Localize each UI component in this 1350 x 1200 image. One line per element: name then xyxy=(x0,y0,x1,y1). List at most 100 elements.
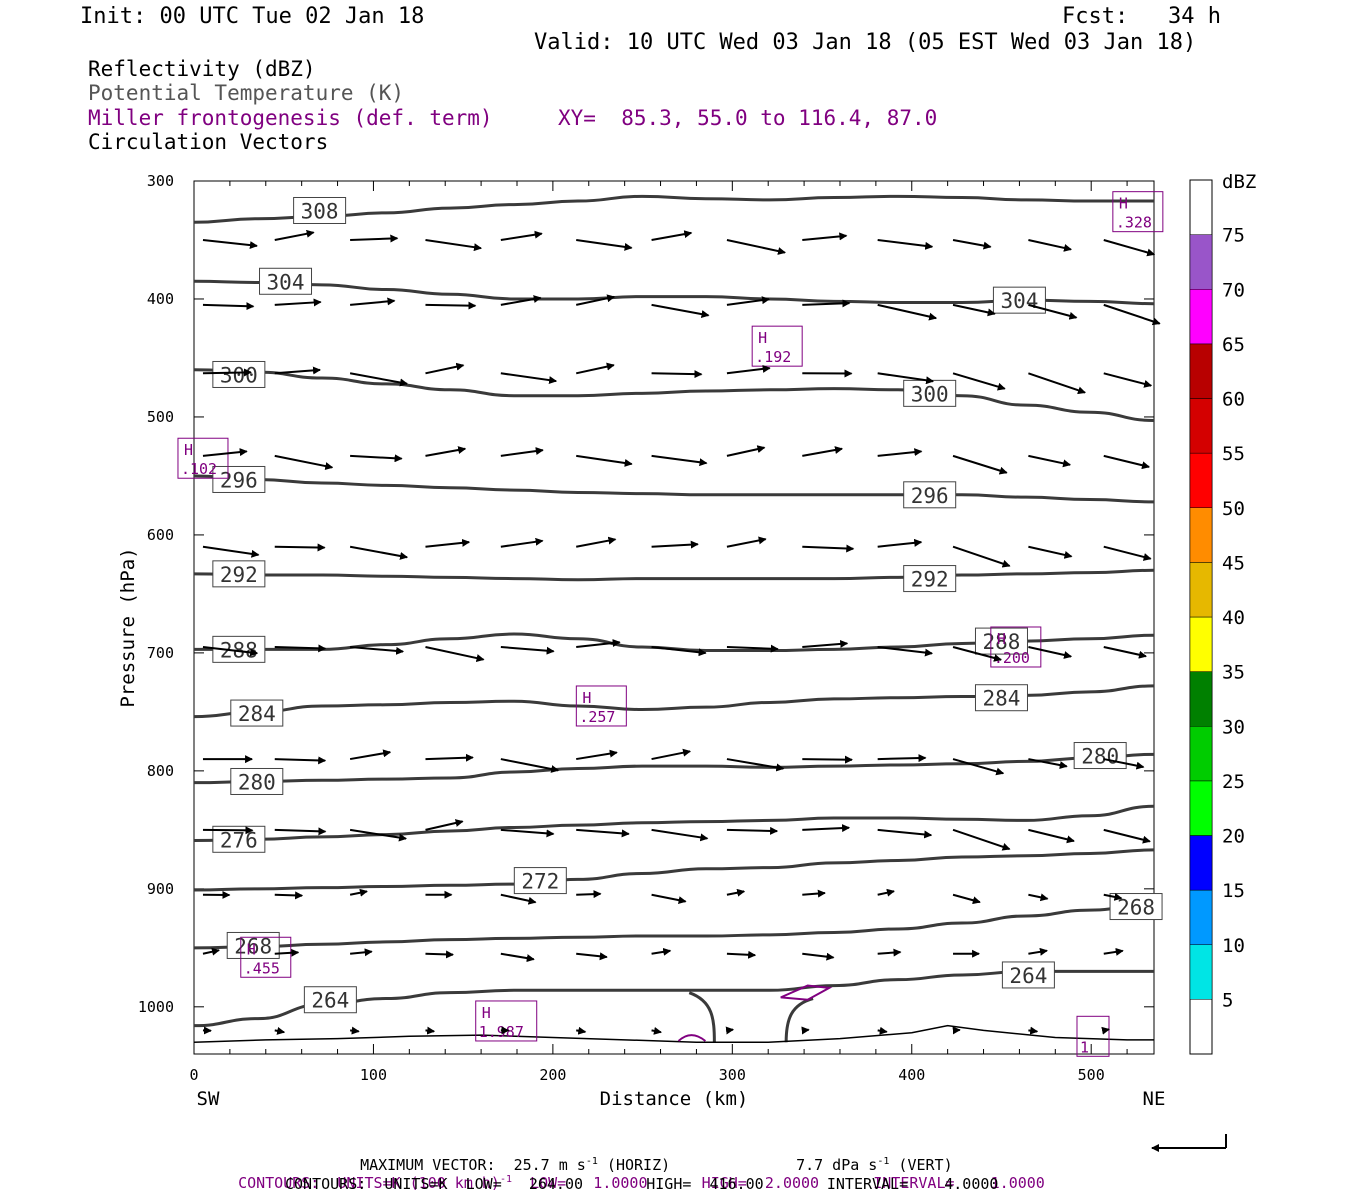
circulation-vector xyxy=(802,544,855,553)
circulation-vector xyxy=(1103,947,1124,956)
circulation-vector xyxy=(274,948,300,957)
circulation-vector xyxy=(500,758,560,773)
circulation-vector xyxy=(425,950,455,959)
circulation-vector xyxy=(425,362,465,375)
circulation-vector xyxy=(1028,303,1078,320)
fronto-max-box xyxy=(575,685,627,727)
fronto-max-marker: H xyxy=(482,1004,491,1022)
circulation-vector xyxy=(202,947,220,956)
circulation-vector xyxy=(500,372,558,385)
circulation-vector xyxy=(350,454,403,463)
circulation-vector xyxy=(575,294,616,306)
circulation-vector xyxy=(726,445,766,457)
theta-contour-label: 308 xyxy=(301,199,339,223)
y-tick-label: 800 xyxy=(147,762,174,780)
circulation-vector xyxy=(274,756,327,765)
theta-contour-label-box xyxy=(212,560,266,588)
theta-contour-label-box xyxy=(974,627,1028,655)
circulation-vector xyxy=(651,893,687,905)
theta-contour-label-box xyxy=(303,986,357,1014)
circulation-vector xyxy=(726,826,779,835)
colorbar-label: 55 xyxy=(1222,443,1245,465)
colorbar-bin xyxy=(1189,889,1213,945)
circulation-vector xyxy=(1028,947,1048,956)
colorbar-label: 5 xyxy=(1222,989,1233,1011)
fronto-max-box xyxy=(240,936,292,978)
circulation-vector xyxy=(500,537,544,548)
theta-contour xyxy=(193,848,1155,892)
theta-contour-label: 296 xyxy=(911,484,949,508)
theta-contour xyxy=(193,568,1155,582)
colorbar-label: 70 xyxy=(1222,279,1245,301)
circulation-vector xyxy=(1103,372,1153,388)
circulation-vector xyxy=(651,540,699,549)
circulation-vector xyxy=(877,1026,888,1035)
theta-contour-label: 284 xyxy=(238,702,276,726)
circulation-vector xyxy=(500,447,544,457)
circulation-vector xyxy=(1028,545,1073,559)
circulation-vector xyxy=(952,646,1002,662)
theta-contour-ascent xyxy=(784,997,814,1043)
x-tick-label: 200 xyxy=(539,1066,566,1084)
terrain-line xyxy=(193,1024,1154,1043)
colorbar-bin xyxy=(1189,726,1213,782)
colorbar-bin xyxy=(1189,671,1213,727)
fronto-max-value: .200 xyxy=(994,649,1030,667)
circulation-vector xyxy=(274,454,334,470)
theta-contour xyxy=(193,194,1154,224)
circulation-vector xyxy=(952,828,1011,851)
circulation-vector xyxy=(651,1026,662,1035)
circulation-vector xyxy=(350,1026,360,1035)
circulation-vector xyxy=(802,755,853,764)
circulation-vector xyxy=(1028,1026,1039,1035)
colorbar-label: 35 xyxy=(1222,662,1245,684)
circulation-vector xyxy=(500,952,535,963)
theta-contour-label: 300 xyxy=(911,382,949,406)
colorbar-bin xyxy=(1189,780,1213,836)
circulation-vector xyxy=(274,644,327,653)
fronto-max-value: 1 xyxy=(1080,1038,1089,1056)
circulation-vector xyxy=(802,952,835,961)
circulation-vector xyxy=(576,1026,587,1035)
circulation-vector xyxy=(726,888,746,897)
fronto-max-box xyxy=(475,1000,538,1042)
forecast-hour: Fcst: 34 h xyxy=(1062,4,1221,29)
theta-contour-label-box xyxy=(212,465,266,493)
theta-contour-label-box xyxy=(974,684,1028,712)
circulation-vector xyxy=(425,753,474,762)
circulation-vector xyxy=(877,646,934,657)
circulation-vector xyxy=(202,302,255,311)
circulation-vector xyxy=(801,1026,810,1035)
fronto-max-marker: H xyxy=(758,329,767,347)
circulation-vector xyxy=(877,303,938,321)
fronto-max-value: .455 xyxy=(244,959,280,977)
y-tick-label: 500 xyxy=(147,408,174,426)
theta-contour-label-box xyxy=(992,286,1046,314)
theta-contour-label-box xyxy=(259,267,313,295)
circulation-vector xyxy=(349,888,368,897)
theta-contour-label-box xyxy=(212,360,266,388)
circulation-vector xyxy=(1103,828,1151,844)
fronto-max-marker: H xyxy=(582,689,591,707)
circulation-vector xyxy=(802,299,851,308)
field-frontogenesis: Miller frontogenesis (def. term) xyxy=(88,106,493,130)
circulation-vector xyxy=(349,828,408,842)
end-label-ne: NE xyxy=(1143,1088,1166,1110)
circulation-vector xyxy=(1103,303,1161,326)
theta-contour xyxy=(193,752,1155,785)
theta-contour-label-box xyxy=(1109,893,1163,921)
x-tick-label: 100 xyxy=(360,1066,387,1084)
circulation-vector xyxy=(877,948,902,957)
circulation-vector xyxy=(576,238,633,251)
end-label-sw: SW xyxy=(197,1088,220,1110)
circulation-vector xyxy=(952,239,992,250)
circulation-vector xyxy=(349,545,409,560)
circulation-vector xyxy=(274,366,321,375)
circulation-vector xyxy=(1103,646,1147,659)
fronto-contour xyxy=(677,1034,707,1042)
x-tick-label: 0 xyxy=(189,1066,198,1084)
colorbar-bin xyxy=(1189,507,1213,563)
theta-contour-label: 280 xyxy=(1081,745,1119,769)
y-axis-label: Pressure (hPa) xyxy=(117,547,139,707)
